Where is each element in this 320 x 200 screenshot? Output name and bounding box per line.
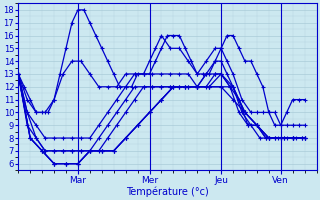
X-axis label: Température (°c): Température (°c) [126, 186, 209, 197]
